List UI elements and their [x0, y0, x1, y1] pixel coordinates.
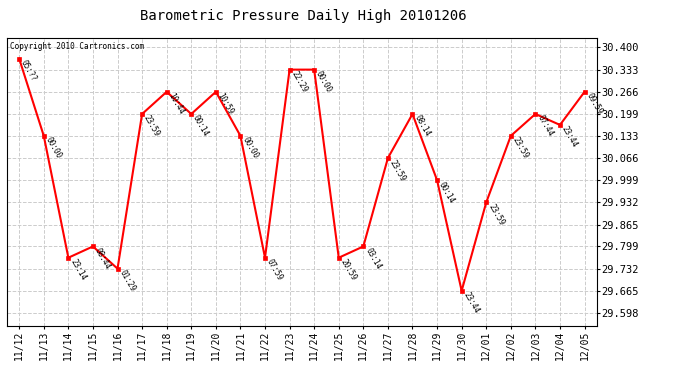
Text: 22:29: 22:29: [290, 70, 309, 94]
Text: 23:14: 23:14: [68, 258, 88, 282]
Text: 10:59: 10:59: [216, 92, 235, 116]
Text: 23:59: 23:59: [511, 136, 530, 160]
Text: 00:14: 00:14: [437, 180, 456, 205]
Text: 08:14: 08:14: [413, 114, 432, 138]
Text: Barometric Pressure Daily High 20101206: Barometric Pressure Daily High 20101206: [140, 9, 467, 23]
Text: 10:44: 10:44: [167, 92, 186, 116]
Text: 08:44: 08:44: [93, 246, 112, 271]
Text: 00:14: 00:14: [191, 114, 210, 138]
Text: Copyright 2010 Cartronics.com: Copyright 2010 Cartronics.com: [10, 42, 144, 51]
Text: 07:44: 07:44: [535, 114, 555, 138]
Text: 23:59: 23:59: [486, 202, 506, 227]
Text: 23:44: 23:44: [462, 291, 481, 315]
Text: 20:59: 20:59: [339, 258, 358, 282]
Text: 00:00: 00:00: [43, 136, 63, 160]
Text: 00:00: 00:00: [240, 136, 259, 160]
Text: 23:44: 23:44: [560, 125, 580, 150]
Text: 09:59: 09:59: [584, 92, 604, 116]
Text: 23:59: 23:59: [142, 114, 161, 138]
Text: 07:59: 07:59: [265, 258, 284, 282]
Text: 00:00: 00:00: [314, 70, 333, 94]
Text: 23:59: 23:59: [388, 158, 407, 183]
Text: 05:??: 05:??: [19, 59, 39, 83]
Text: 01:29: 01:29: [117, 268, 137, 293]
Text: 03:14: 03:14: [364, 246, 383, 271]
